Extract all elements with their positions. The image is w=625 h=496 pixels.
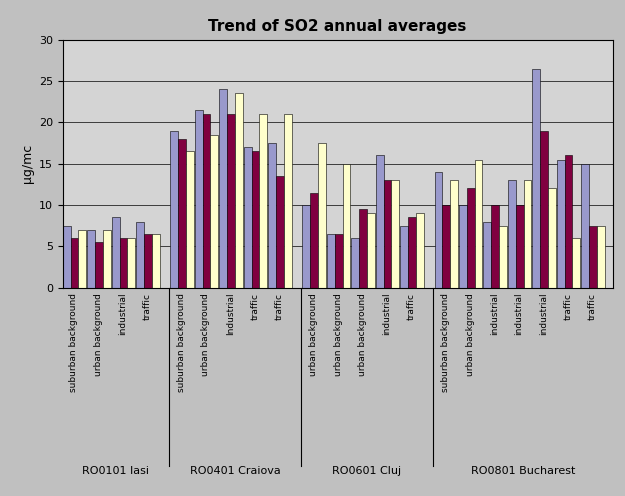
Bar — [540, 130, 548, 288]
Bar — [171, 130, 178, 288]
Bar — [95, 242, 103, 288]
Text: traffic: traffic — [564, 293, 572, 319]
Bar — [548, 188, 556, 288]
Bar — [384, 180, 391, 288]
Bar — [235, 93, 242, 288]
Bar — [450, 180, 458, 288]
Bar — [310, 192, 318, 288]
Bar — [516, 205, 524, 288]
Bar — [335, 234, 342, 288]
Bar — [491, 205, 499, 288]
Text: industrial: industrial — [118, 293, 127, 335]
Text: urban background: urban background — [201, 293, 211, 375]
Bar — [112, 217, 119, 288]
Bar — [219, 89, 227, 288]
Bar — [467, 188, 474, 288]
Text: traffic: traffic — [142, 293, 152, 319]
Bar — [144, 234, 152, 288]
Text: RO0401 Craiova: RO0401 Craiova — [189, 466, 280, 476]
Bar — [564, 155, 572, 288]
Bar — [359, 209, 367, 288]
Bar — [401, 226, 408, 288]
Bar — [103, 230, 111, 288]
Bar — [71, 238, 78, 288]
Bar — [342, 164, 350, 288]
Bar — [367, 213, 375, 288]
Text: RO0601 Cluj: RO0601 Cluj — [332, 466, 401, 476]
Bar — [276, 176, 284, 288]
Bar — [581, 164, 589, 288]
Bar — [434, 172, 442, 288]
Text: industrial: industrial — [514, 293, 524, 335]
Bar — [557, 160, 564, 288]
Bar — [127, 238, 135, 288]
Bar — [524, 180, 531, 288]
Text: suburban background: suburban background — [441, 293, 450, 392]
Bar — [62, 226, 71, 288]
Bar — [408, 217, 416, 288]
Text: industrial: industrial — [539, 293, 548, 335]
Text: RO0801 Bucharest: RO0801 Bucharest — [471, 466, 576, 476]
Text: traffic: traffic — [407, 293, 416, 319]
Bar — [442, 205, 450, 288]
Bar — [119, 238, 127, 288]
Text: industrial: industrial — [382, 293, 391, 335]
Bar — [302, 205, 310, 288]
Bar — [178, 139, 186, 288]
Bar — [532, 68, 540, 288]
Y-axis label: μg/mc: μg/mc — [21, 144, 34, 184]
Bar — [88, 230, 95, 288]
Bar — [252, 151, 259, 288]
Bar — [284, 114, 292, 288]
Text: urban background: urban background — [309, 293, 318, 375]
Text: traffic: traffic — [588, 293, 597, 319]
Bar — [484, 222, 491, 288]
Text: urban background: urban background — [334, 293, 342, 375]
Text: urban background: urban background — [358, 293, 367, 375]
Text: traffic: traffic — [251, 293, 259, 319]
Text: RO0101 Iasi: RO0101 Iasi — [81, 466, 149, 476]
Bar — [391, 180, 399, 288]
Text: traffic: traffic — [275, 293, 284, 319]
Bar — [508, 180, 516, 288]
Bar — [589, 226, 597, 288]
Bar — [152, 234, 159, 288]
Bar — [227, 114, 235, 288]
Bar — [499, 226, 507, 288]
Text: urban background: urban background — [94, 293, 103, 375]
Bar — [416, 213, 424, 288]
Bar — [459, 205, 467, 288]
Bar — [597, 226, 605, 288]
Bar — [211, 135, 218, 288]
Text: Industrial: Industrial — [226, 293, 235, 335]
Bar — [376, 155, 384, 288]
Bar — [259, 114, 267, 288]
Bar — [268, 143, 276, 288]
Bar — [351, 238, 359, 288]
Text: suburban background: suburban background — [177, 293, 186, 392]
Bar — [474, 160, 482, 288]
Bar — [186, 151, 194, 288]
Title: Trend of SO2 annual averages: Trend of SO2 annual averages — [208, 19, 467, 34]
Bar — [572, 238, 580, 288]
Bar — [244, 147, 252, 288]
Bar — [136, 222, 144, 288]
Bar — [318, 143, 326, 288]
Text: urban background: urban background — [466, 293, 474, 375]
Bar — [327, 234, 335, 288]
Bar — [195, 110, 202, 288]
Bar — [202, 114, 211, 288]
Text: industrial: industrial — [490, 293, 499, 335]
Text: suburban background: suburban background — [69, 293, 78, 392]
Bar — [78, 230, 86, 288]
